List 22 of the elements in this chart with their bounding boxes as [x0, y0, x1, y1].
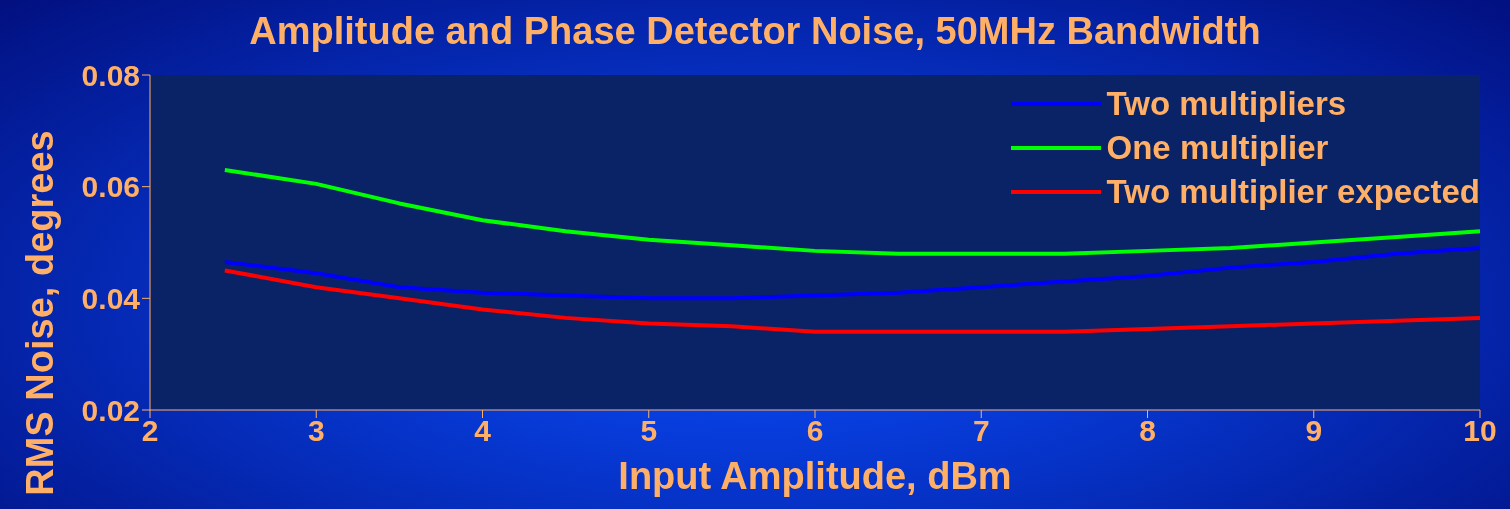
x-tick-label: 10 — [1463, 414, 1497, 448]
x-tick-label: 2 — [141, 414, 159, 448]
y-tick-label: 0.02 — [81, 393, 140, 427]
x-tick-label: 9 — [1305, 414, 1323, 448]
legend-label: Two multipliers — [1106, 85, 1347, 123]
x-tick-label: 7 — [972, 414, 990, 448]
chart-title: Amplitude and Phase Detector Noise, 50MHz Bandwidth — [248, 10, 1262, 53]
line-series — [222, 268, 1480, 334]
y-axis-title: RMS Noise, degrees — [18, 129, 62, 496]
y-tick-label: 0.08 — [81, 58, 140, 92]
x-axis-title: Input Amplitude, dBm — [617, 455, 1013, 498]
x-tick-label: 4 — [474, 414, 492, 448]
line-series — [222, 246, 1480, 301]
y-tick-label: 0.06 — [81, 170, 140, 204]
x-tick-label: 6 — [806, 414, 824, 448]
y-tick-label: 0.04 — [81, 281, 141, 315]
legend-label: One multiplier — [1106, 129, 1329, 167]
x-tick-label: 3 — [307, 414, 325, 448]
line-series — [222, 167, 1480, 256]
x-tick-label: 8 — [1139, 414, 1156, 448]
x-tick-label: 5 — [640, 414, 658, 448]
legend-label: Two multiplier expected — [1106, 173, 1480, 211]
